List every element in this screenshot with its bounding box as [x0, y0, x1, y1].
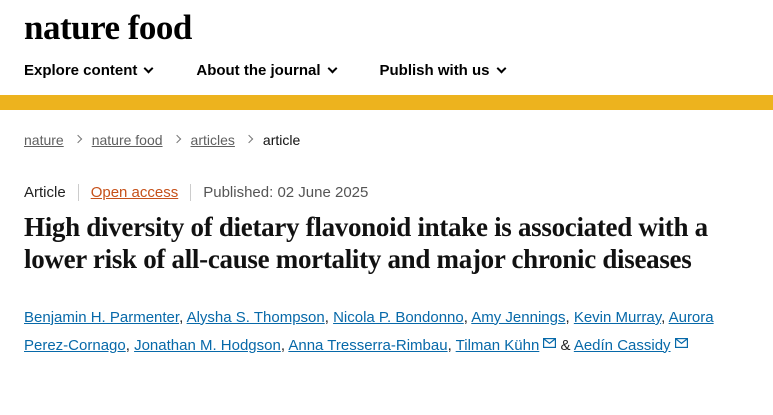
- author-separator: ,: [463, 308, 472, 326]
- breadcrumb-item-article: article: [262, 132, 301, 148]
- open-access-link[interactable]: Open access: [90, 184, 179, 201]
- nav-item-label: About the journal: [196, 62, 321, 79]
- published-date: Published: 02 June 2025: [203, 184, 369, 201]
- author-separator: ,: [179, 308, 187, 326]
- author-link-aed-n-cassidy[interactable]: Aedín Cassidy: [573, 336, 671, 354]
- author-link-anna-tresserra-rimbau[interactable]: Anna Tresserra-Rimbau: [288, 336, 448, 354]
- chevron-down-icon: [327, 63, 337, 74]
- author-link-benjamin-h-parmenter[interactable]: Benjamin H. Parmenter: [24, 308, 180, 326]
- site-header: nature food Explore content About the jou…: [0, 0, 773, 110]
- author-link-tilman-k-hn[interactable]: Tilman Kühn: [455, 336, 540, 354]
- author-link-nicola-p-bondonno[interactable]: Nicola P. Bondonno: [333, 308, 464, 326]
- breadcrumb-item-nature-food[interactable]: nature food: [91, 132, 163, 148]
- chevron-right-icon: [244, 134, 254, 144]
- nav-item-about-the-journal[interactable]: About the journal: [196, 62, 337, 79]
- author-link-alysha-s-thompson[interactable]: Alysha S. Thompson: [186, 308, 325, 326]
- breadcrumb-item-nature[interactable]: nature: [24, 132, 64, 148]
- author-separator: ,: [565, 308, 574, 326]
- author-separator: ,: [324, 308, 334, 326]
- author-separator: ,: [447, 336, 456, 354]
- author-link-jonathan-m-hodgson[interactable]: Jonathan M. Hodgson: [134, 336, 281, 354]
- article-title: High diversity of dietary flavonoid inta…: [24, 212, 708, 275]
- chevron-right-icon: [73, 134, 82, 144]
- author-separator: ,: [125, 336, 135, 354]
- main-nav: Explore content About the journal Publish …: [24, 62, 749, 95]
- article-type-label: Article: [24, 184, 66, 201]
- chevron-down-icon: [143, 63, 154, 74]
- nav-item-explore-content[interactable]: Explore content: [24, 62, 154, 79]
- author-separator: ,: [280, 336, 289, 354]
- nav-item-publish-with-us[interactable]: Publish with us: [379, 62, 506, 79]
- email-icon[interactable]: [543, 329, 557, 357]
- article-header-section: nature nature food articles article Article…: [0, 132, 773, 359]
- author-link-kevin-murray[interactable]: Kevin Murray: [573, 308, 662, 326]
- meta-separator: [190, 184, 192, 201]
- accent-bar: [0, 95, 773, 110]
- email-icon[interactable]: [674, 329, 688, 357]
- nav-item-label: Publish with us: [379, 62, 490, 79]
- author-list: Benjamin H. Parmenter, Alysha S. Thompso…: [24, 304, 749, 360]
- chevron-down-icon: [496, 63, 506, 74]
- breadcrumb-item-articles[interactable]: articles: [190, 132, 235, 148]
- chevron-right-icon: [172, 134, 181, 144]
- breadcrumb: nature nature food articles article: [24, 132, 749, 148]
- author-separator-ampersand: &: [556, 336, 574, 354]
- journal-logo[interactable]: nature food: [24, 8, 192, 47]
- page: nature food Explore content About the jou…: [0, 0, 773, 359]
- nav-item-label: Explore content: [24, 62, 138, 79]
- author-separator: ,: [661, 308, 669, 326]
- article-meta: Article Open access Published: 02 June 2…: [24, 184, 749, 201]
- meta-separator: [77, 184, 79, 201]
- author-link-aurora-perez-cornago[interactable]: Aurora Perez-Cornago: [24, 308, 714, 354]
- author-link-amy-jennings[interactable]: Amy Jennings: [471, 308, 566, 326]
